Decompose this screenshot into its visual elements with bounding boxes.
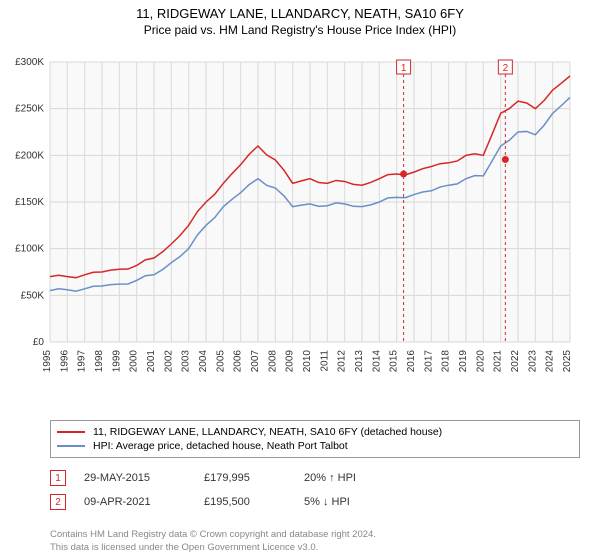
chart-container: 11, RIDGEWAY LANE, LLANDARCY, NEATH, SA1… — [0, 0, 600, 560]
footer-line-1: Contains HM Land Registry data © Crown c… — [50, 529, 376, 541]
chart-title: 11, RIDGEWAY LANE, LLANDARCY, NEATH, SA1… — [0, 6, 600, 21]
sale-marker-dot — [502, 156, 509, 163]
y-tick-label: £250K — [15, 104, 44, 115]
sale-row-marker: 2 — [50, 494, 66, 510]
x-tick-label: 2007 — [250, 350, 261, 373]
sale-marker-number: 2 — [503, 63, 509, 74]
legend-item: 11, RIDGEWAY LANE, LLANDARCY, NEATH, SA1… — [57, 425, 573, 439]
y-tick-label: £50K — [21, 290, 45, 301]
x-tick-label: 2006 — [233, 350, 244, 373]
x-tick-label: 2003 — [181, 350, 192, 373]
y-tick-label: £300K — [15, 57, 44, 68]
x-tick-label: 2011 — [319, 350, 330, 372]
x-tick-label: 2012 — [337, 350, 348, 373]
x-tick-label: 1998 — [94, 350, 105, 373]
x-tick-label: 2015 — [389, 350, 400, 373]
x-tick-label: 1997 — [77, 350, 88, 373]
x-tick-label: 2025 — [562, 350, 573, 373]
y-tick-label: £150K — [15, 197, 44, 208]
x-tick-label: 2000 — [129, 350, 140, 373]
x-tick-label: 2023 — [527, 350, 538, 373]
sale-marker-number: 1 — [401, 63, 407, 74]
chart-svg: £0£50K£100K£150K£200K£250K£300K199519961… — [50, 52, 580, 382]
legend-item: HPI: Average price, detached house, Neat… — [57, 439, 573, 453]
sale-delta: 20% ↑ HPI — [304, 472, 404, 484]
x-tick-label: 2016 — [406, 350, 417, 373]
legend-label: HPI: Average price, detached house, Neat… — [93, 440, 348, 452]
sale-delta: 5% ↓ HPI — [304, 496, 404, 508]
sale-row-marker: 1 — [50, 470, 66, 486]
y-tick-label: £200K — [15, 150, 44, 161]
x-tick-label: 1999 — [111, 350, 122, 373]
legend: 11, RIDGEWAY LANE, LLANDARCY, NEATH, SA1… — [50, 420, 580, 458]
x-tick-label: 2005 — [215, 350, 226, 373]
sale-date: 29-MAY-2015 — [84, 472, 204, 484]
title-block: 11, RIDGEWAY LANE, LLANDARCY, NEATH, SA1… — [0, 0, 600, 37]
x-tick-label: 2014 — [371, 350, 382, 373]
chart-subtitle: Price paid vs. HM Land Registry's House … — [0, 23, 600, 37]
footer-line-2: This data is licensed under the Open Gov… — [50, 542, 376, 554]
x-tick-label: 2019 — [458, 350, 469, 373]
sale-price: £179,995 — [204, 472, 304, 484]
y-tick-label: £100K — [15, 244, 44, 255]
x-tick-label: 2024 — [545, 350, 556, 373]
footer-attribution: Contains HM Land Registry data © Crown c… — [50, 529, 376, 554]
x-tick-label: 2002 — [163, 350, 174, 373]
sale-marker-dot — [400, 171, 407, 178]
sale-row: 2 09-APR-2021£195,5005% ↓ HPI — [50, 490, 580, 514]
legend-swatch — [57, 445, 85, 447]
y-tick-label: £0 — [33, 337, 45, 348]
legend-swatch — [57, 431, 85, 433]
x-tick-label: 2021 — [493, 350, 504, 373]
sale-price: £195,500 — [204, 496, 304, 508]
x-tick-label: 1995 — [42, 350, 53, 373]
x-tick-label: 2017 — [423, 350, 434, 373]
x-tick-label: 2001 — [146, 350, 157, 373]
x-tick-label: 2010 — [302, 350, 313, 373]
x-tick-label: 2008 — [267, 350, 278, 373]
x-tick-label: 2018 — [441, 350, 452, 373]
x-tick-label: 2020 — [475, 350, 486, 373]
x-tick-label: 2004 — [198, 350, 209, 373]
sale-date: 09-APR-2021 — [84, 496, 204, 508]
x-tick-label: 2022 — [510, 350, 521, 373]
x-tick-label: 2009 — [285, 350, 296, 373]
x-tick-label: 2013 — [354, 350, 365, 373]
sales-table: 1 29-MAY-2015£179,99520% ↑ HPI 2 09-APR-202… — [50, 466, 580, 514]
x-tick-label: 1996 — [59, 350, 70, 373]
sale-row: 1 29-MAY-2015£179,99520% ↑ HPI — [50, 466, 580, 490]
legend-label: 11, RIDGEWAY LANE, LLANDARCY, NEATH, SA1… — [93, 426, 442, 438]
